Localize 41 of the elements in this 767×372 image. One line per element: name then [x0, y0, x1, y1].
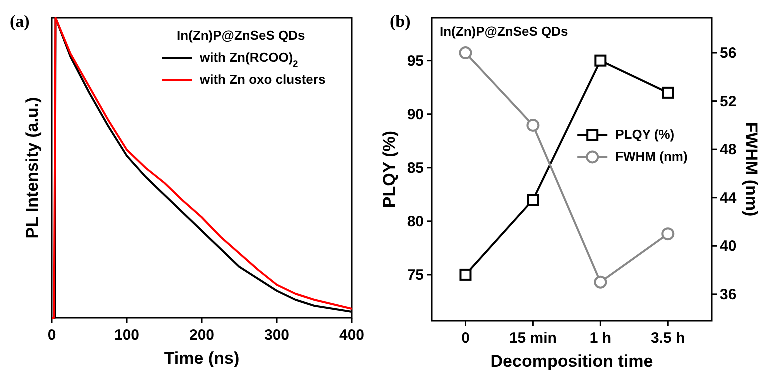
x-tick-label: 300 [264, 327, 290, 344]
x-tick-label: 400 [339, 327, 365, 344]
x-axis-title: Decomposition time [490, 352, 654, 371]
legend-label: PLQY (%) [616, 127, 675, 142]
x-tick-label: 1 h [590, 330, 612, 347]
y2-axis-title: FWHM (nm) [742, 122, 761, 217]
legend-label: with Zn oxo clusters [199, 72, 326, 87]
x-tick-label: 100 [114, 327, 140, 344]
point [662, 86, 674, 99]
y-tick-label: 80 [407, 213, 424, 230]
x-tick-label: 0 [462, 330, 470, 347]
x-tick-label: 0 [48, 327, 56, 344]
y2-tick-label: 36 [720, 286, 737, 304]
y2-tick-label: 52 [720, 93, 737, 110]
x-axis-title: Time (ns) [164, 349, 240, 368]
point [594, 54, 607, 67]
point [594, 276, 608, 289]
y-tick-label: 75 [407, 266, 424, 284]
point [527, 194, 540, 206]
y-tick-label: 85 [407, 160, 424, 177]
point [526, 118, 540, 132]
point [662, 228, 675, 241]
y2-tick-label: 56 [720, 45, 737, 62]
chart-title: (b) [390, 12, 411, 31]
y2-tick-label: 40 [720, 238, 737, 256]
y2-tick-label: 48 [720, 142, 737, 159]
point [460, 268, 472, 281]
chart-title: (a) [10, 12, 30, 31]
legend-title: In(Zn)P@ZnSeS QDs [177, 28, 306, 43]
y-tick-label: 90 [407, 106, 424, 124]
y-tick-label: 95 [407, 52, 424, 70]
x-tick-label: 15 min [509, 330, 557, 347]
legend-label: with Zn(RCOO)$_{2}$ [199, 50, 298, 69]
y-axis-title: PL Intensity (a.u.) [23, 97, 42, 239]
y2-tick-label: 44 [720, 190, 738, 207]
y-axis-title: PLQY (%) [380, 130, 399, 208]
legend-label: FWHM (nm) [616, 149, 688, 164]
point [459, 46, 472, 60]
annotation: In(Zn)P@ZnSeS QDs [440, 24, 568, 39]
x-tick-label: 200 [189, 327, 215, 344]
x-tick-label: 3.5 h [651, 330, 686, 347]
